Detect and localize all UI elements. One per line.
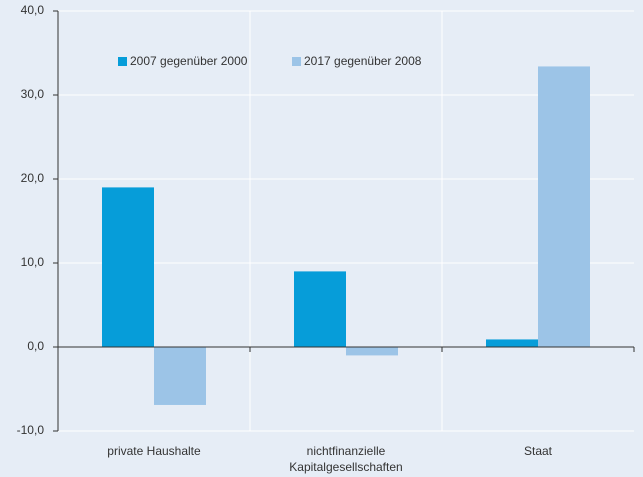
legend-label: 2017 gegenüber 2008 bbox=[304, 54, 422, 68]
x-tick-label: nichtfinanzielle Kapitalgesellschaften bbox=[289, 444, 403, 474]
y-tick-label: 10,0 bbox=[21, 255, 45, 269]
legend-swatch bbox=[118, 57, 127, 66]
bar bbox=[486, 339, 538, 347]
x-tick-label: Staat bbox=[523, 444, 553, 458]
bar bbox=[294, 271, 346, 347]
y-tick-label: 20,0 bbox=[21, 171, 45, 185]
legend-swatch bbox=[292, 57, 301, 66]
y-tick-label: -10,0 bbox=[17, 423, 45, 437]
x-tick-label: private Haushalte bbox=[107, 444, 201, 458]
legend-label: 2007 gegenüber 2000 bbox=[130, 54, 248, 68]
y-tick-label: 0,0 bbox=[27, 339, 44, 353]
bar bbox=[154, 347, 206, 405]
bar bbox=[102, 187, 154, 347]
y-tick-label: 40,0 bbox=[21, 3, 45, 17]
y-tick-label: 30,0 bbox=[21, 87, 45, 101]
bar bbox=[346, 347, 398, 356]
bar bbox=[538, 66, 590, 347]
